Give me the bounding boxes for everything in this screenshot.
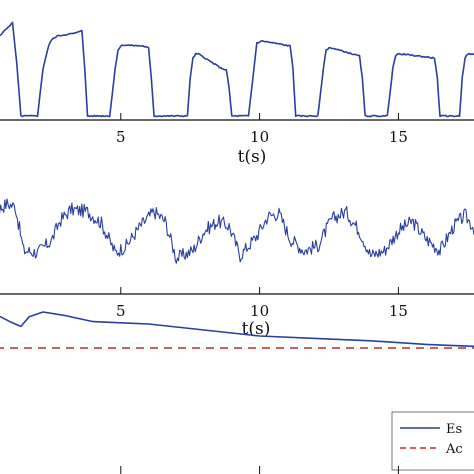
legend-entry-ac: Ac bbox=[400, 442, 463, 457]
panel-top: 5 10 15 t(s) bbox=[0, 21, 474, 167]
x-ticks bbox=[120, 466, 399, 474]
series-line bbox=[0, 21, 474, 118]
series-lines bbox=[0, 311, 474, 349]
x-tick-label: 5 bbox=[116, 302, 126, 320]
x-tick-label: 15 bbox=[389, 128, 408, 146]
x-tick-labels: 5 10 15 bbox=[116, 302, 408, 320]
panel-bottom: Es Ac bbox=[0, 311, 474, 474]
x-tick-label: 5 bbox=[116, 128, 126, 146]
x-ticks bbox=[120, 113, 399, 120]
x-tick-label: 10 bbox=[250, 128, 269, 146]
x-tick-label: 15 bbox=[389, 302, 408, 320]
legend-entry-es: Es bbox=[400, 422, 462, 437]
series-line-es bbox=[0, 311, 474, 348]
legend-label-ac: Ac bbox=[445, 442, 463, 457]
x-axis-title: t(s) bbox=[242, 319, 271, 339]
x-ticks bbox=[120, 287, 399, 294]
x-tick-labels: 5 10 15 bbox=[116, 128, 408, 146]
x-tick-label: 10 bbox=[250, 302, 269, 320]
panel-middle: 5 10 15 t(s) bbox=[0, 198, 474, 339]
x-axis-title: t(s) bbox=[238, 147, 267, 167]
series-line bbox=[0, 198, 474, 264]
legend-label-es: Es bbox=[446, 422, 462, 437]
legend-box bbox=[391, 411, 474, 471]
